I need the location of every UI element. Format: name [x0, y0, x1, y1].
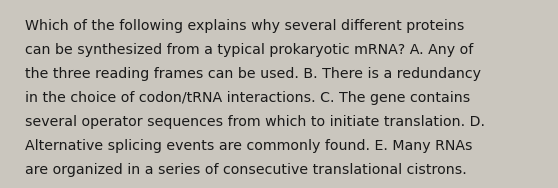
Text: are organized in a series of consecutive translational cistrons.: are organized in a series of consecutive… — [25, 163, 467, 177]
Text: Alternative splicing events are commonly found. E. Many RNAs: Alternative splicing events are commonly… — [25, 139, 473, 153]
Text: can be synthesized from a typical prokaryotic mRNA? A. Any of: can be synthesized from a typical prokar… — [25, 43, 473, 57]
Text: in the choice of codon/tRNA interactions. C. The gene contains: in the choice of codon/tRNA interactions… — [25, 91, 470, 105]
Text: the three reading frames can be used. B. There is a redundancy: the three reading frames can be used. B.… — [25, 67, 481, 81]
Text: Which of the following explains why several different proteins: Which of the following explains why seve… — [25, 19, 464, 33]
Text: several operator sequences from which to initiate translation. D.: several operator sequences from which to… — [25, 115, 485, 129]
